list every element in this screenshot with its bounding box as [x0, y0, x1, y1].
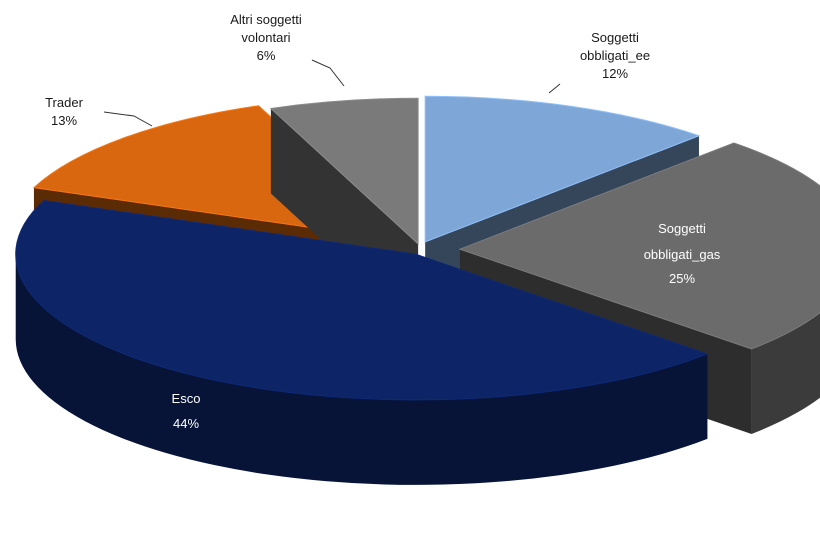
label-altri-value: 6% [257, 48, 276, 63]
pie-slice-top [269, 97, 419, 246]
label-altri-line2: volontari [241, 30, 290, 45]
label-trader-value: 13% [51, 113, 77, 128]
pie-slice-top [15, 200, 709, 401]
label-esco-line1: Esco [172, 391, 201, 406]
leader-line-trader [103, 111, 153, 127]
label-altri: Altri soggetti volontari 6% [230, 12, 302, 63]
label-ee-line2: obbligati_ee [580, 48, 650, 63]
label-altri-line1: Altri soggetti [230, 12, 302, 27]
label-trader-line1: Trader [45, 95, 83, 110]
pie-slice-top [424, 95, 701, 243]
label-gas-line2: obbligati_gas [644, 247, 721, 262]
label-ee-value: 12% [602, 66, 628, 81]
label-esco: Esco 44% [172, 391, 201, 431]
label-trader: Trader 13% [45, 95, 83, 128]
leader-line-ee [548, 83, 561, 94]
label-ee: Soggetti obbligati_ee 12% [580, 30, 650, 81]
pie-slice-rim [15, 254, 708, 485]
pie-slice-top [458, 142, 820, 350]
label-gas: Soggetti obbligati_gas 25% [644, 221, 721, 286]
pie-slice [15, 200, 709, 485]
label-ee-line1: Soggetti [591, 30, 639, 45]
label-esco-value: 44% [173, 416, 199, 431]
leader-line-altri [311, 59, 345, 87]
label-gas-value: 25% [669, 271, 695, 286]
label-gas-line1: Soggetti [658, 221, 706, 236]
pie-slices [15, 95, 820, 485]
pie-slice-rim [751, 312, 820, 434]
